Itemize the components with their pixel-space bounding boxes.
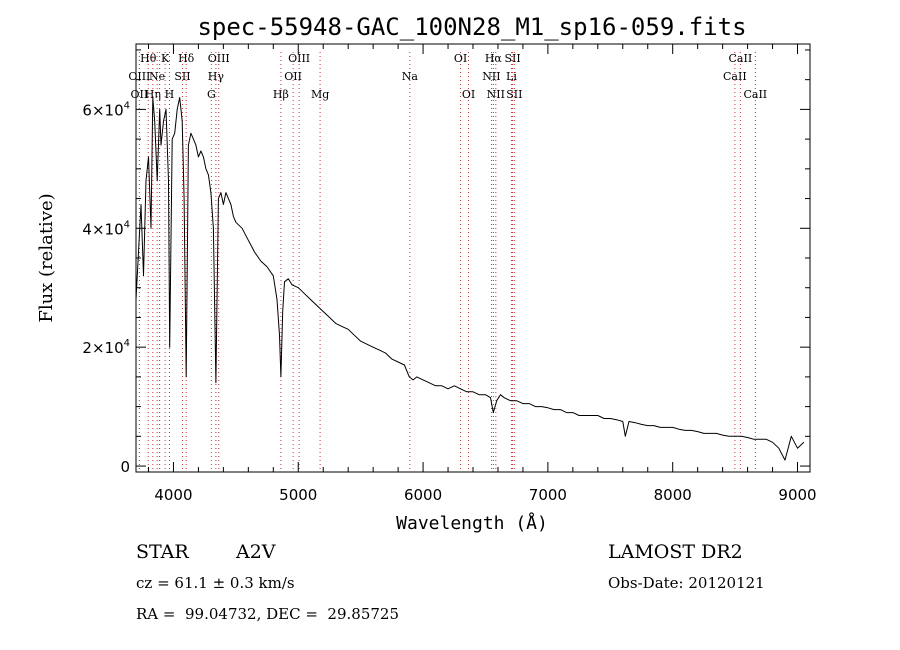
- spectrum-series: [135, 97, 805, 461]
- emission-line-markers: [138, 52, 756, 472]
- line-label: Hη: [145, 88, 161, 101]
- line-label: Hγ: [208, 70, 225, 83]
- line-label: NII: [482, 70, 500, 83]
- x-tick-label: 7000: [529, 486, 567, 504]
- line-label: Hδ: [178, 52, 195, 65]
- obs-date: Obs-Date: 20120121: [608, 574, 765, 592]
- line-label: G: [207, 88, 216, 101]
- y-tick-label: 4×104: [82, 219, 130, 238]
- line-label: NII: [487, 88, 505, 101]
- y-axis-label: Flux (relative): [36, 193, 57, 322]
- survey-name: LAMOST DR2: [608, 541, 743, 563]
- line-label: H: [165, 88, 175, 101]
- chart-title: spec-55948-GAC_100N28_M1_sp16-059.fits: [197, 13, 746, 41]
- line-label: Hθ: [140, 52, 157, 65]
- x-tick-label: 8000: [654, 486, 692, 504]
- line-label: OIII: [128, 70, 150, 83]
- line-label: OII: [131, 88, 149, 101]
- line-label: CaII: [723, 70, 747, 83]
- line-label: OI: [462, 88, 475, 101]
- line-label: SII: [506, 88, 522, 101]
- line-label: K: [161, 52, 170, 65]
- line-label: Hβ: [273, 88, 289, 101]
- plot-frame: [135, 43, 811, 473]
- spectrum-line: [135, 97, 805, 461]
- redshift-cz: cz = 61.1 ± 0.3 km/s: [136, 574, 295, 592]
- y-tick-label: 2×104: [82, 338, 130, 357]
- line-label: Hα: [485, 52, 503, 65]
- line-label: SII: [504, 52, 520, 65]
- x-tick-label: 5000: [279, 486, 317, 504]
- line-label: Na: [402, 70, 419, 83]
- x-tick-label: 4000: [154, 486, 192, 504]
- spectrum-chart: spec-55948-GAC_100N28_M1_sp16-059.fits H…: [36, 13, 817, 534]
- line-label: OII: [284, 70, 302, 83]
- line-label: Li: [506, 70, 517, 83]
- x-tick-label: 6000: [404, 486, 442, 504]
- y-tick-label: 0: [120, 458, 130, 476]
- x-axis-label: Wavelength (Å): [396, 512, 548, 534]
- axes: 4000 5000 6000 7000 8000 9000 0 2×104 4×104 6×104: [82, 44, 817, 504]
- y-tick-label: 6×104: [82, 100, 130, 119]
- object-class: STAR: [136, 541, 189, 563]
- line-label: Mg: [311, 88, 329, 101]
- line-label: CaII: [743, 88, 767, 101]
- coordinates: RA = 99.04732, DEC = 29.85725: [136, 605, 400, 623]
- line-label: SII: [174, 70, 190, 83]
- line-label: OIII: [208, 52, 230, 65]
- x-tick-label: 9000: [778, 486, 816, 504]
- line-label: OI: [454, 52, 467, 65]
- line-label: CaII: [729, 52, 753, 65]
- object-subclass: A2V: [236, 541, 276, 563]
- line-label: OIII: [288, 52, 310, 65]
- line-label: Ne: [149, 70, 165, 83]
